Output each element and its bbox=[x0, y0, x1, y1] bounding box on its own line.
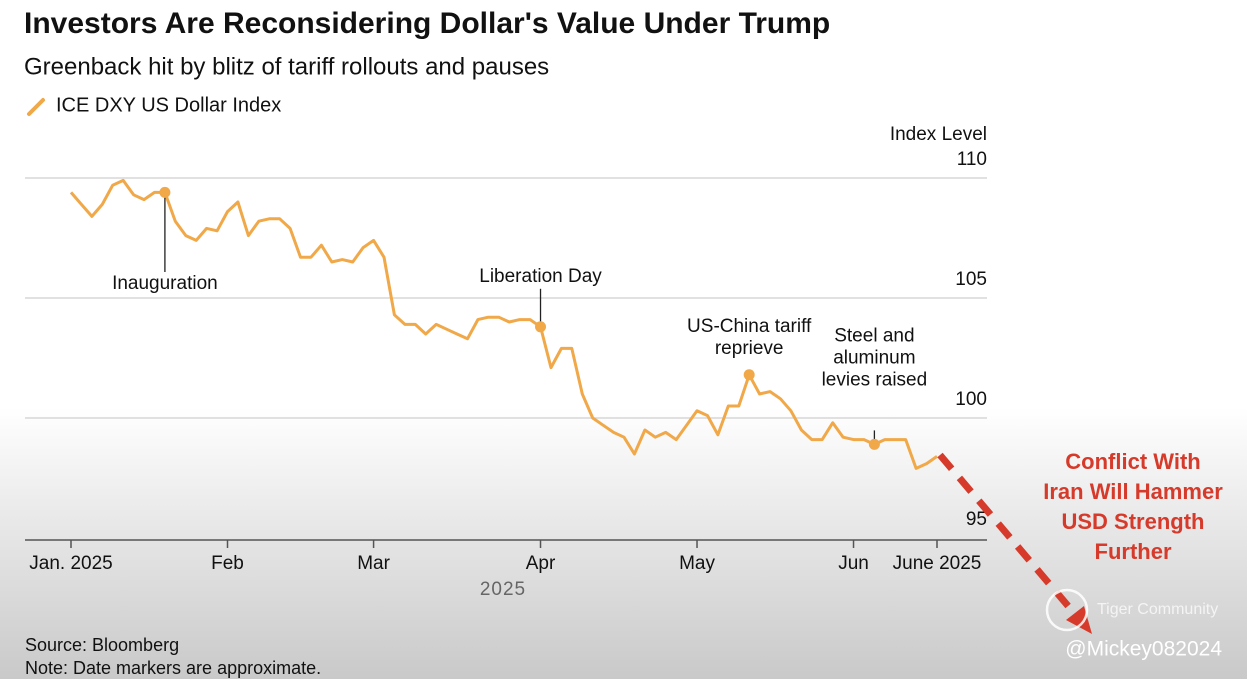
annotation-marker bbox=[535, 321, 547, 333]
y-tick-label: 105 bbox=[955, 269, 987, 290]
callout-arrowhead bbox=[1066, 606, 1092, 634]
x-tick-label: Apr bbox=[526, 553, 556, 574]
x-tick-label: June 2025 bbox=[893, 553, 982, 574]
legend-label: ICE DXY US Dollar Index bbox=[56, 94, 281, 116]
y-tick-label: 95 bbox=[966, 509, 987, 530]
annotation-marker bbox=[743, 369, 755, 381]
callout-text: Further bbox=[1095, 539, 1172, 564]
chart-subtitle: Greenback hit by blitz of tariff rollout… bbox=[24, 53, 549, 80]
note: Note: Date markers are approximate. bbox=[25, 658, 321, 678]
handle: @Mickey082024 bbox=[1065, 638, 1222, 661]
chart-title: Investors Are Reconsidering Dollar's Val… bbox=[24, 7, 830, 40]
x-tick-label: Mar bbox=[357, 553, 390, 574]
y-tick-label: 100 bbox=[955, 389, 987, 410]
x-tick-label: Jan. 2025 bbox=[29, 553, 112, 574]
callout-text: USD Strength bbox=[1062, 509, 1205, 534]
source: Source: Bloomberg bbox=[25, 635, 179, 655]
x-tick-label: May bbox=[679, 553, 715, 574]
plot: 95 100 105 110 Jan. 2025 Feb Mar Apr May Jun June … bbox=[25, 149, 987, 574]
annotation-label: aluminum bbox=[833, 347, 915, 368]
x-tick-label: Jun bbox=[838, 553, 869, 574]
callout: Conflict With Iran Will Hammer USD Strengt… bbox=[1043, 449, 1223, 564]
annotation-label: US-China tariff bbox=[687, 316, 812, 337]
y-axis-title: Index Level bbox=[890, 124, 987, 145]
x-sublabel: 2025 bbox=[480, 579, 526, 600]
annotation-label: Steel and bbox=[834, 325, 914, 346]
data-line bbox=[69, 178, 938, 470]
legend-swatch bbox=[27, 98, 45, 116]
x-tick-label: Feb bbox=[211, 553, 244, 574]
annotation-label: Inauguration bbox=[112, 273, 218, 294]
annotation-label: Liberation Day bbox=[479, 266, 602, 287]
callout-text: Iran Will Hammer bbox=[1043, 479, 1223, 504]
annotation-label: reprieve bbox=[715, 338, 784, 359]
annotation-marker bbox=[159, 186, 171, 198]
watermark: Tiger Community bbox=[1097, 601, 1218, 618]
callout-text: Conflict With bbox=[1065, 449, 1200, 474]
annotation-label: levies raised bbox=[822, 369, 928, 390]
annotation-marker bbox=[868, 438, 880, 450]
watermark-logo bbox=[1045, 588, 1089, 632]
y-tick-label: 110 bbox=[957, 149, 987, 170]
